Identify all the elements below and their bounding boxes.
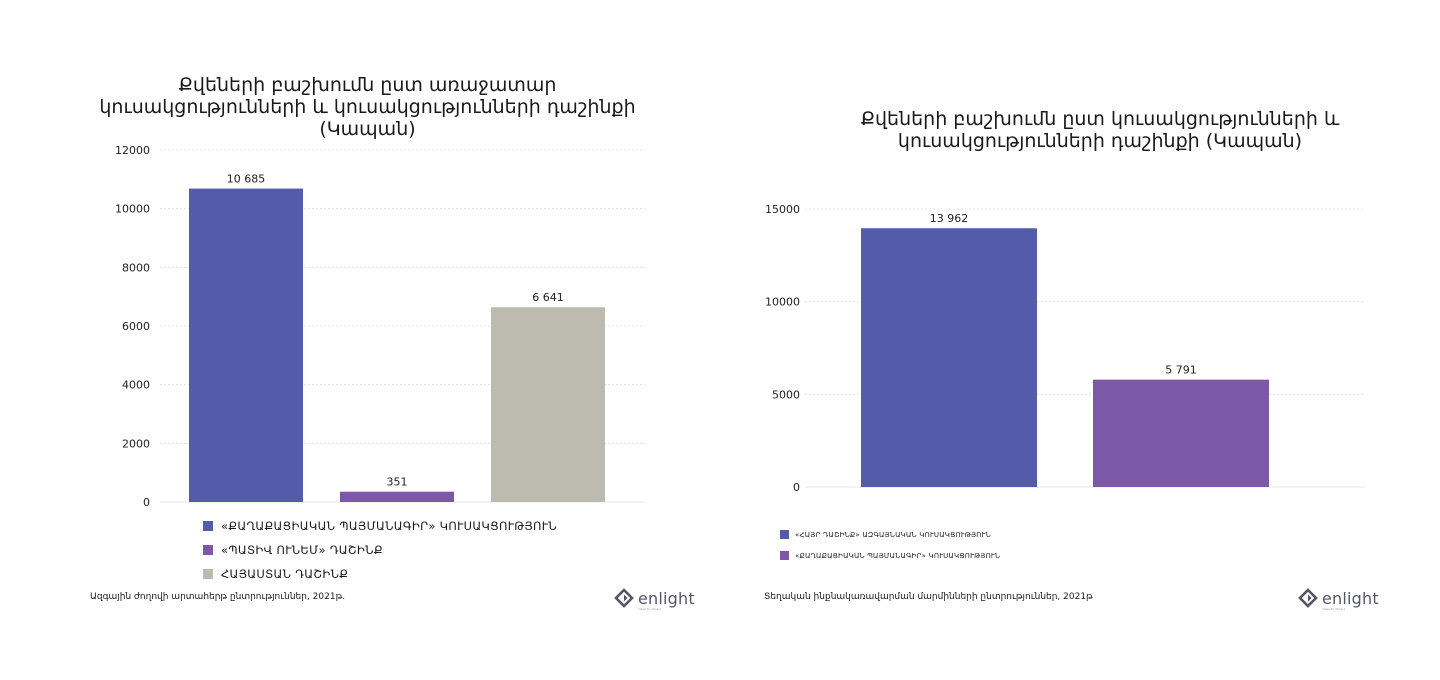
brand-logo: enlight ideas to impact: [614, 588, 695, 611]
bar: [861, 228, 1037, 487]
legend-swatch: [780, 551, 789, 560]
y-tick-label: 8000: [122, 261, 150, 274]
bar-chart-left: 0 2000 4000 6000 8000 10000 12000 10 685 351 6 64…: [115, 144, 645, 509]
legend-label: «ՊԱՏԻՎ ՈՒՆԵՄ» ԴԱՇԻՆՔ: [221, 543, 383, 557]
chart-title: Քվեների բաշխումն ըստ կուսակցությունների …: [860, 108, 1340, 152]
data-label: 10 685: [227, 173, 266, 186]
brand-name: enlight: [1322, 588, 1379, 608]
bar: [491, 307, 605, 502]
brand-name: enlight: [638, 588, 695, 608]
y-tick-label: 2000: [122, 437, 150, 450]
y-tick-label: 15000: [765, 203, 800, 216]
chart-panel-right: Քվեների բաշխումն ըստ կուսակցությունների …: [720, 0, 1440, 680]
y-tick-label: 5000: [772, 388, 800, 401]
enlight-logo-icon: [1298, 588, 1318, 608]
legend-swatch: [780, 530, 789, 539]
source-note: Տեղական ինքնակառավարման մարմինների ընտրո…: [764, 592, 1093, 602]
legend-item: «ՊԱՏԻՎ ՈՒՆԵՄ» ԴԱՇԻՆՔ: [203, 538, 557, 562]
data-label: 351: [387, 476, 408, 489]
legend-swatch: [203, 521, 213, 531]
brand-logo: enlight ideas to impact: [1298, 588, 1379, 611]
bar: [340, 491, 454, 502]
legend-label: «ՔԱՂԱՔԱՑԻԱԿԱՆ ՊԱՅՄԱՆԱԳԻՐ» ԿՈՒՍԱԿՑՈՒԹՅՈՒՆ: [221, 519, 557, 533]
brand-tagline: ideas to impact: [638, 607, 662, 611]
y-tick-label: 12000: [115, 144, 150, 157]
legend-item: «ՀԱՅՐ ԴԱՇԻՆՔ» ԱԶԳԱՅՆԱԿԱՆ ԿՈՒՍԱԿՑՈՒԹՅՈՒՆ: [780, 524, 1000, 545]
chart-panel-left: Քվեների բաշխումն ըստ առաջատար կուսակցութ…: [90, 74, 695, 611]
legend-label: «ՔԱՂԱՔԱՑԻԱԿԱՆ ՊԱՅՄԱՆԱԳԻՐ» ԿՈՒՍԱԿՑՈՒԹՅՈՒՆ: [795, 551, 1001, 560]
source-note: Ազգային ժողովի արտահերթ ընտրություններ, …: [90, 592, 346, 602]
data-label: 5 791: [1165, 364, 1197, 377]
bar-chart-right: 0 5000 10000 15000 13 962 5 791: [765, 203, 1365, 494]
y-tick-label: 0: [793, 481, 800, 494]
chart-title: Քվեների բաշխումն ըստ առաջատար կուսակցութ…: [99, 74, 636, 140]
legend-item: «ՔԱՂԱՔԱՑԻԱԿԱՆ ՊԱՅՄԱՆԱԳԻՐ» ԿՈՒՍԱԿՑՈՒԹՅՈՒՆ: [780, 545, 1000, 566]
legend-label: «ՀԱՅՐ ԴԱՇԻՆՔ» ԱԶԳԱՅՆԱԿԱՆ ԿՈՒՍԱԿՑՈՒԹՅՈՒՆ: [795, 530, 991, 539]
data-label: 13 962: [930, 212, 969, 225]
legend-swatch: [203, 569, 213, 579]
data-label: 6 641: [532, 291, 564, 304]
bar: [189, 188, 303, 502]
y-tick-label: 6000: [122, 320, 150, 333]
chart-legend: «ՔԱՂԱՔԱՑԻԱԿԱՆ ՊԱՅՄԱՆԱԳԻՐ» ԿՈՒՍԱԿՑՈՒԹՅՈՒՆ…: [203, 514, 557, 586]
y-tick-label: 0: [143, 496, 150, 509]
legend-label: ՀԱՅԱՍՏԱՆ ԴԱՇԻՆՔ: [221, 567, 349, 581]
y-tick-label: 10000: [765, 296, 800, 309]
y-tick-label: 10000: [115, 203, 150, 216]
legend-swatch: [203, 545, 213, 555]
legend-item: «ՔԱՂԱՔԱՑԻԱԿԱՆ ՊԱՅՄԱՆԱԳԻՐ» ԿՈՒՍԱԿՑՈՒԹՅՈՒՆ: [203, 514, 557, 538]
bar: [1093, 379, 1269, 487]
enlight-logo-icon: [614, 588, 634, 608]
y-tick-label: 4000: [122, 379, 150, 392]
chart-legend: «ՀԱՅՐ ԴԱՇԻՆՔ» ԱԶԳԱՅՆԱԿԱՆ ԿՈՒՍԱԿՑՈՒԹՅՈՒՆ …: [780, 524, 1000, 566]
brand-tagline: ideas to impact: [1322, 607, 1346, 611]
legend-item: ՀԱՅԱՍՏԱՆ ԴԱՇԻՆՔ: [203, 562, 557, 586]
